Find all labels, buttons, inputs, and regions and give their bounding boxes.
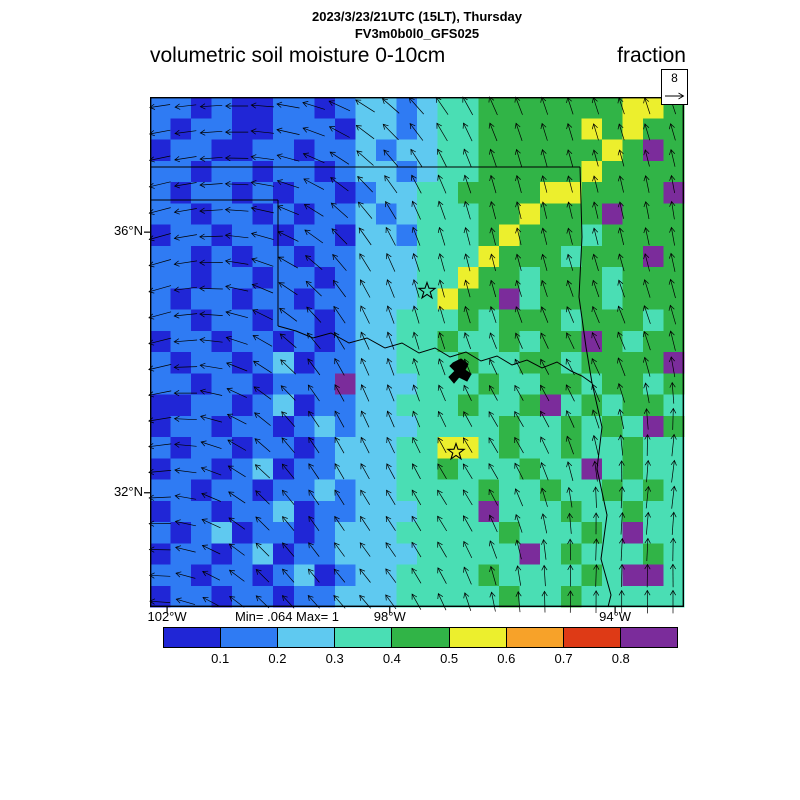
state-borders [150, 166, 612, 608]
colorbar [163, 627, 678, 648]
map-frame [149, 96, 684, 608]
lon-axis-label: 102°W [147, 609, 187, 624]
colorbar-segment [391, 628, 449, 647]
colorbar-tick-label: 0.6 [497, 651, 516, 666]
colorbar-tick-label: 0.1 [211, 651, 230, 666]
location-star-marker [446, 441, 466, 461]
main-title-row: volumetric soil moisture 0-10cm fraction [150, 44, 686, 68]
minmax-label: Min= .064 Max= 1 [234, 609, 340, 624]
wind-reference-arrow-icon [664, 92, 684, 100]
colorbar-tick-label: 0.2 [268, 651, 287, 666]
colorbar-tick-label: 0.3 [325, 651, 344, 666]
wind-vector-field [148, 96, 677, 614]
axis-ticks [144, 231, 616, 613]
soil-moisture-raster [150, 97, 685, 608]
lake-texoma [448, 358, 472, 384]
location-star-marker [417, 280, 437, 300]
colorbar-segment [164, 628, 221, 647]
model-run-title: FV3m0b0l0_GFS025 [354, 26, 480, 41]
colorbar-segment [619, 628, 677, 647]
wind-reference-value: 8 [671, 71, 678, 85]
lon-axis-label: 98°W [373, 609, 406, 624]
colorbar-segment [562, 628, 620, 647]
lat-axis-label: 32°N [113, 483, 143, 499]
colorbar-tick-label: 0.4 [382, 651, 401, 666]
variable-title: volumetric soil moisture 0-10cm [150, 44, 446, 67]
soil-moisture-map [144, 96, 685, 614]
colorbar-tick-label: 0.8 [611, 651, 630, 666]
colorbar-segment [334, 628, 392, 647]
colorbar-tick-label: 0.7 [554, 651, 573, 666]
colorbar-segment [448, 628, 506, 647]
units-label: fraction [617, 44, 686, 67]
wind-reference-box: 8 [661, 69, 688, 105]
lat-axis-label: 36°N [113, 223, 143, 239]
valid-time-title: 2023/3/23/21UTC (15LT), Thursday [311, 9, 522, 24]
colorbar-segment [220, 628, 278, 647]
colorbar-segment [505, 628, 563, 647]
lon-axis-label: 94°W [599, 609, 632, 624]
colorbar-segment [277, 628, 335, 647]
colorbar-tick-label: 0.5 [440, 651, 459, 666]
